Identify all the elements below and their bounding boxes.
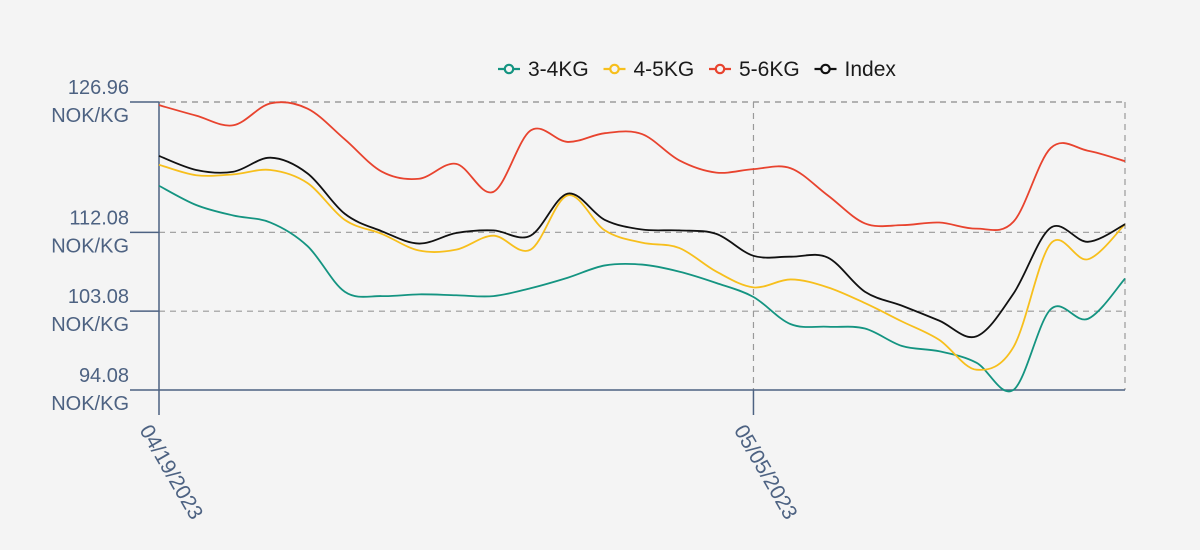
legend-label-3-4kg: 3-4KG <box>528 58 589 81</box>
legend-swatch-marker <box>503 63 515 75</box>
y-tick-label: 112.08 <box>69 207 129 229</box>
series-line-4-5kg <box>158 163 1126 371</box>
legend-swatch-marker <box>714 63 726 75</box>
x-tick-label: 05/05/2023 <box>729 421 801 524</box>
series-line-index <box>158 155 1126 339</box>
y-tick-label: 103.08 <box>68 286 129 308</box>
x-tick-label: 04/19/2023 <box>135 421 207 524</box>
y-tick-unit: NOK/KG <box>51 105 129 127</box>
y-tick-unit: NOK/KG <box>51 393 129 415</box>
y-tick-unit: NOK/KG <box>51 235 129 257</box>
legend-swatch-marker <box>609 63 620 75</box>
series-line-3-4kg <box>158 184 1126 393</box>
legend-swatch-marker <box>820 63 831 75</box>
y-tick-label: 126.96 <box>68 77 129 99</box>
legend-label-4-5kg: 4-5KG <box>634 58 695 81</box>
legend-label-5-6kg: 5-6KG <box>739 58 800 81</box>
y-tick-unit: NOK/KG <box>51 314 129 336</box>
series-line-5-6kg <box>158 101 1126 232</box>
legend-label-index: Index <box>845 58 897 81</box>
y-tick-label: 94.08 <box>79 365 129 387</box>
